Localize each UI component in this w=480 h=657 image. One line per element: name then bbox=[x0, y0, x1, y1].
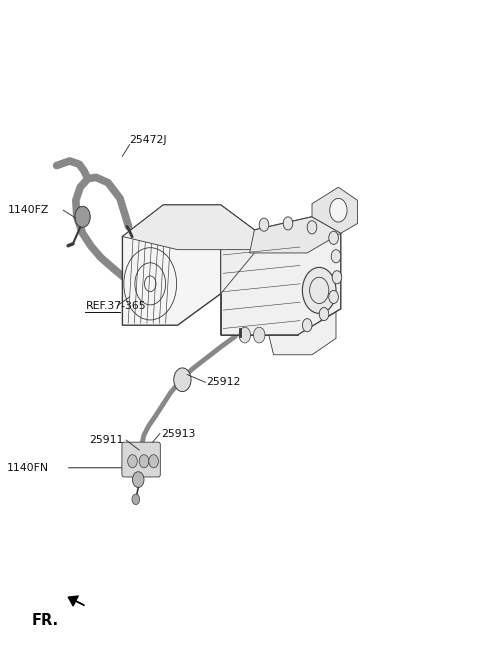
Circle shape bbox=[239, 327, 251, 343]
Text: 25913: 25913 bbox=[161, 428, 195, 439]
Text: 25472J: 25472J bbox=[130, 135, 167, 145]
Polygon shape bbox=[122, 205, 254, 250]
Text: FR.: FR. bbox=[31, 614, 59, 628]
Circle shape bbox=[332, 271, 342, 284]
Circle shape bbox=[302, 319, 312, 332]
Circle shape bbox=[307, 221, 317, 234]
Circle shape bbox=[329, 290, 338, 304]
FancyArrowPatch shape bbox=[68, 596, 84, 606]
Circle shape bbox=[330, 198, 347, 222]
Circle shape bbox=[128, 455, 137, 468]
Circle shape bbox=[259, 218, 269, 231]
Circle shape bbox=[149, 455, 158, 468]
Circle shape bbox=[253, 327, 265, 343]
Text: 25912: 25912 bbox=[206, 377, 241, 388]
Text: REF.37-365: REF.37-365 bbox=[85, 300, 146, 311]
Circle shape bbox=[302, 267, 336, 313]
FancyBboxPatch shape bbox=[122, 442, 160, 477]
Circle shape bbox=[132, 494, 140, 505]
Polygon shape bbox=[250, 217, 341, 253]
Polygon shape bbox=[269, 312, 336, 355]
Circle shape bbox=[329, 231, 338, 244]
Circle shape bbox=[319, 307, 329, 321]
Circle shape bbox=[283, 217, 293, 230]
Polygon shape bbox=[221, 205, 254, 294]
Circle shape bbox=[331, 250, 341, 263]
Polygon shape bbox=[312, 187, 358, 233]
Text: 1140FN: 1140FN bbox=[7, 463, 49, 473]
Circle shape bbox=[75, 206, 90, 227]
Text: 25911: 25911 bbox=[89, 435, 124, 445]
Circle shape bbox=[174, 368, 191, 392]
Circle shape bbox=[139, 455, 149, 468]
Polygon shape bbox=[122, 205, 221, 325]
Text: 1140FZ: 1140FZ bbox=[8, 205, 49, 215]
Polygon shape bbox=[221, 205, 341, 335]
Circle shape bbox=[132, 472, 144, 487]
